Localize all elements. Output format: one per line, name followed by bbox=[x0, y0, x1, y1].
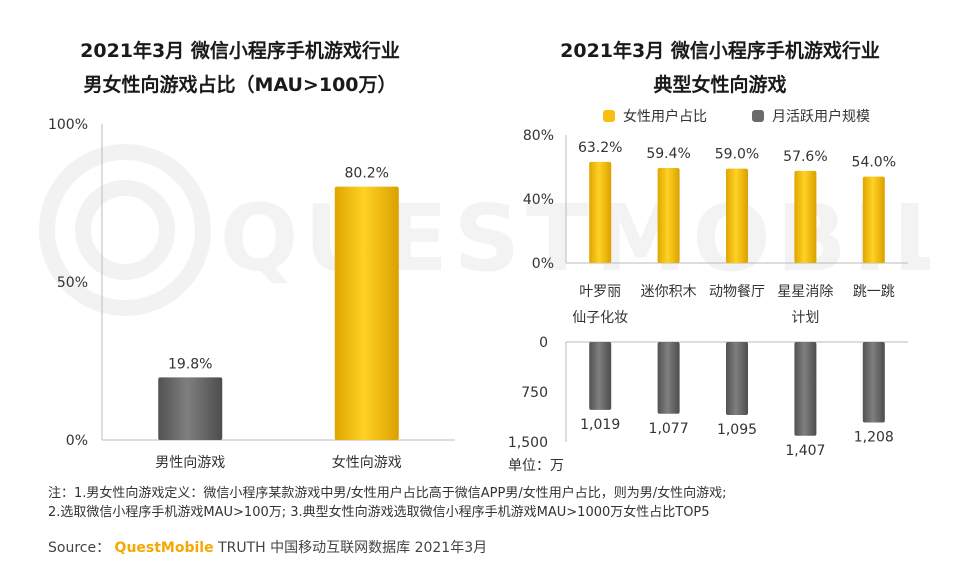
x-tick-label: 动物餐厅 bbox=[709, 284, 765, 300]
mau-bar bbox=[862, 342, 885, 423]
mau-bar bbox=[589, 342, 612, 410]
data-label: 1,407 bbox=[785, 443, 825, 459]
data-label: 54.0% bbox=[852, 155, 896, 171]
data-label: 1,095 bbox=[717, 422, 757, 438]
footnotes: 注：1.男女性向游戏定义：微信小程序某款游戏中男/女性用户占比高于微信APP男/… bbox=[48, 484, 727, 522]
female-share-bar bbox=[794, 170, 817, 263]
x-tick-label: 女性向游戏 bbox=[332, 454, 402, 471]
y-tick-label: 0% bbox=[66, 433, 88, 449]
data-label: 63.2% bbox=[578, 140, 622, 156]
y-tick-label: 50% bbox=[57, 275, 88, 291]
x-tick-label: 男性向游戏 bbox=[155, 455, 225, 471]
mau-bar bbox=[794, 342, 817, 436]
data-label: 80.2% bbox=[345, 166, 389, 182]
data-label: 59.0% bbox=[715, 147, 759, 163]
female-share-bar bbox=[862, 176, 885, 263]
data-label: 1,077 bbox=[649, 421, 689, 437]
y-tick-label-top: 80% bbox=[523, 128, 554, 144]
left-chart-title: 2021年3月 微信小程序手机游戏行业 男女性向游戏占比（MAU>100万） bbox=[20, 34, 460, 102]
mau-bar bbox=[657, 342, 680, 414]
y-tick-label-top: 0% bbox=[532, 256, 554, 272]
source-brand: QuestMobile bbox=[114, 540, 214, 556]
data-label: 59.4% bbox=[646, 146, 690, 162]
right-chart-title: 2021年3月 微信小程序手机游戏行业 典型女性向游戏 bbox=[500, 34, 940, 102]
data-label: 1,208 bbox=[854, 430, 894, 446]
y-tick-label-top: 40% bbox=[523, 192, 554, 208]
left-title-line1: 2021年3月 微信小程序手机游戏行业 bbox=[80, 40, 400, 62]
x-tick-label: 星星消除 bbox=[777, 284, 833, 300]
legend-label: 女性用户占比 bbox=[623, 109, 707, 125]
y-tick-label-bottom: 1,500 bbox=[508, 435, 548, 451]
x-tick-label: 叶罗丽 bbox=[579, 284, 621, 300]
source-prefix: Source： bbox=[48, 540, 111, 556]
y-tick-label: 100% bbox=[48, 117, 88, 133]
right-title-line1: 2021年3月 微信小程序手机游戏行业 bbox=[560, 40, 880, 62]
bar bbox=[158, 377, 223, 440]
data-label: 57.6% bbox=[783, 149, 827, 165]
footnote-line1: 注：1.男女性向游戏定义：微信小程序某款游戏中男/女性用户占比高于微信APP男/… bbox=[48, 486, 727, 501]
legend-swatch-gray bbox=[752, 110, 764, 122]
female-share-bar bbox=[726, 168, 748, 263]
source-line: Source： QuestMobile TRUTH 中国移动互联网数据库 202… bbox=[48, 537, 487, 557]
data-label: 1,019 bbox=[580, 417, 620, 433]
unit-label: 单位：万 bbox=[508, 458, 564, 474]
legend-item-mau: 月活跃用户规模 bbox=[752, 106, 870, 126]
legend-label: 月活跃用户规模 bbox=[772, 109, 870, 125]
x-tick-label: 跳一跳 bbox=[853, 284, 895, 300]
female-share-bar bbox=[589, 161, 612, 263]
x-tick-label: 迷你积木 bbox=[641, 284, 697, 300]
data-label: 19.8% bbox=[168, 356, 212, 372]
footnote-line2: 2.选取微信小程序手机游戏MAU>100万; 3.典型女性向游戏选取微信小程序手… bbox=[48, 505, 710, 520]
legend-item-female-share: 女性用户占比 bbox=[603, 106, 707, 126]
right-title-line2: 典型女性向游戏 bbox=[653, 74, 787, 96]
x-tick-label: 计划 bbox=[791, 310, 819, 326]
mau-bar bbox=[726, 342, 748, 415]
y-tick-label-bottom: 0 bbox=[539, 335, 548, 351]
legend-swatch-yellow bbox=[603, 110, 615, 122]
bar bbox=[334, 186, 399, 440]
x-tick-label: 仙子化妆 bbox=[572, 310, 628, 326]
right-bar-chart: 0% 40% 80% 63.2% 59.4% 59.0% 57.6% 54.0% 叶罗丽仙子化妆… bbox=[508, 128, 908, 459]
source-rest: TRUTH 中国移动互联网数据库 2021年3月 bbox=[218, 540, 488, 556]
left-title-line2: 男女性向游戏占比（MAU>100万） bbox=[83, 74, 397, 96]
y-tick-label-bottom: 750 bbox=[521, 385, 548, 401]
female-share-bar bbox=[657, 167, 680, 263]
left-bar-chart: 0% 50% 100% 19.8% 男性向游戏 80.2% 女性向游戏 bbox=[48, 117, 455, 471]
